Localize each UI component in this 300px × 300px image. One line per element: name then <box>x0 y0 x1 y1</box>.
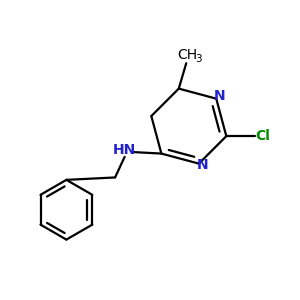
Text: Cl: Cl <box>256 129 271 142</box>
Text: 3: 3 <box>195 54 202 64</box>
Text: N: N <box>214 89 226 103</box>
Text: HN: HN <box>112 143 136 157</box>
Text: N: N <box>196 158 208 172</box>
Text: CH: CH <box>178 48 198 62</box>
